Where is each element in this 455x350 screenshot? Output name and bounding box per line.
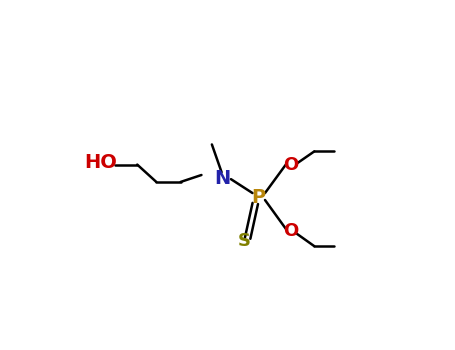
Text: HO: HO [84,153,117,172]
Text: O: O [283,156,298,174]
Text: S: S [238,232,251,250]
Text: O: O [283,222,298,240]
Text: P: P [252,188,266,207]
Text: N: N [214,169,230,188]
